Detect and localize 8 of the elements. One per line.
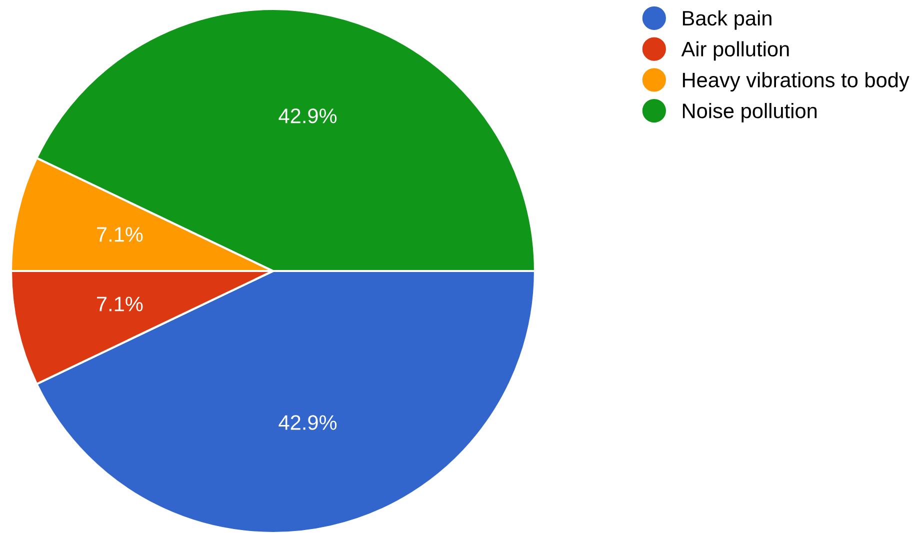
data-label: 7.1%	[97, 296, 143, 312]
legend-label: Noise pollution	[682, 102, 817, 122]
legend-label: Heavy vibrations to body	[682, 72, 910, 92]
data-label: 42.9%	[278, 108, 337, 124]
legend-label: Back pain	[682, 10, 772, 30]
legend-label: Air pollution	[681, 41, 789, 61]
data-label: 7.1%	[97, 227, 143, 242]
data-label: 42.9%	[278, 415, 337, 430]
